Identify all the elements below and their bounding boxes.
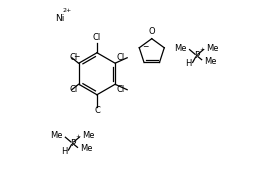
Text: Cl: Cl <box>69 53 77 62</box>
Text: +: + <box>76 135 81 139</box>
Text: Me: Me <box>80 144 93 153</box>
Text: P: P <box>70 139 75 148</box>
Text: Me: Me <box>206 44 218 52</box>
Text: Me: Me <box>204 57 217 66</box>
Text: O: O <box>148 27 155 36</box>
Text: Cl: Cl <box>116 85 125 94</box>
Text: Me: Me <box>82 131 94 140</box>
Text: Me: Me <box>175 44 187 52</box>
Text: +: + <box>200 47 205 52</box>
Text: C: C <box>94 106 100 115</box>
Text: H: H <box>185 59 191 68</box>
Text: Cl: Cl <box>116 53 125 62</box>
Text: Ni: Ni <box>55 15 64 23</box>
Text: Cl: Cl <box>93 33 101 42</box>
Text: Cl: Cl <box>69 85 77 94</box>
Text: Me: Me <box>50 131 63 140</box>
Text: −: − <box>142 42 148 51</box>
Text: H: H <box>61 146 67 155</box>
Text: −: − <box>73 52 79 61</box>
Text: 2+: 2+ <box>62 8 72 13</box>
Text: P: P <box>194 51 199 60</box>
